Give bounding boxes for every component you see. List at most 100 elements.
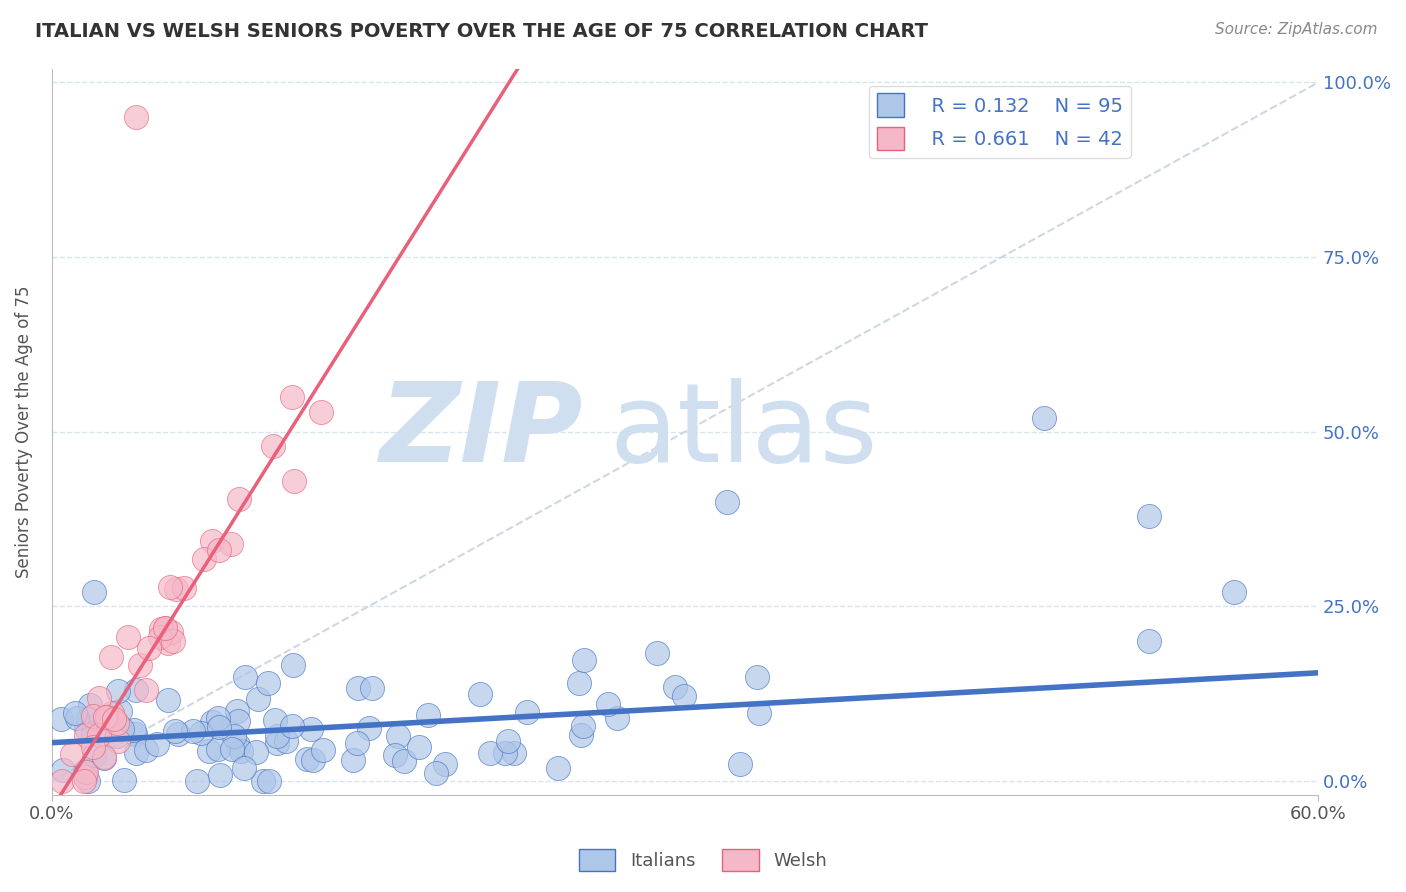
Italians — [361, 681, 384, 696]
Italians — [503, 746, 526, 760]
Italians — [221, 742, 243, 756]
Welsh — [138, 640, 160, 655]
Welsh — [103, 712, 125, 726]
Welsh — [82, 708, 104, 723]
Welsh — [125, 111, 148, 125]
Welsh — [75, 765, 97, 780]
Italians — [1032, 410, 1054, 425]
Italians — [568, 676, 591, 690]
Italians — [105, 729, 128, 743]
Italians — [312, 742, 335, 756]
Italians — [190, 726, 212, 740]
Italians — [392, 755, 415, 769]
Italians — [1137, 634, 1160, 648]
Italians — [107, 684, 129, 698]
Italians — [226, 704, 249, 718]
Welsh — [148, 630, 170, 644]
Italians — [1222, 585, 1244, 599]
Welsh — [128, 657, 150, 672]
Welsh — [208, 543, 231, 558]
Italians — [266, 736, 288, 750]
Italians — [124, 682, 146, 697]
Italians — [245, 745, 267, 759]
Italians — [75, 721, 97, 735]
Welsh — [309, 405, 332, 419]
Italians — [124, 727, 146, 741]
Italians — [156, 693, 179, 707]
Italians — [111, 722, 134, 736]
Italians — [301, 753, 323, 767]
Legend: Italians, Welsh: Italians, Welsh — [572, 842, 834, 879]
Italians — [82, 725, 104, 739]
Italians — [233, 761, 256, 775]
Italians — [416, 708, 439, 723]
Welsh — [107, 733, 129, 747]
Italians — [77, 712, 100, 726]
Italians — [569, 728, 592, 742]
Italians — [283, 657, 305, 672]
Italians — [408, 739, 430, 754]
Welsh — [153, 621, 176, 635]
Italians — [425, 766, 447, 780]
Italians — [433, 757, 456, 772]
Italians — [252, 774, 274, 789]
Welsh — [73, 774, 96, 789]
Welsh — [105, 715, 128, 730]
Italians — [209, 767, 232, 781]
Italians — [181, 723, 204, 738]
Italians — [229, 744, 252, 758]
Italians — [201, 714, 224, 729]
Italians — [259, 774, 281, 789]
Italians — [76, 774, 98, 789]
Italians — [207, 711, 229, 725]
Italians — [247, 692, 270, 706]
Italians — [571, 719, 593, 733]
Italians — [163, 723, 186, 738]
Italians — [347, 681, 370, 695]
Welsh — [193, 552, 215, 566]
Welsh — [281, 391, 304, 405]
Italians — [135, 743, 157, 757]
Italians — [346, 736, 368, 750]
Italians — [83, 747, 105, 762]
Italians — [276, 733, 298, 747]
Welsh — [100, 649, 122, 664]
Welsh — [73, 770, 96, 784]
Italians — [730, 757, 752, 772]
Italians — [264, 713, 287, 727]
Italians — [748, 706, 770, 720]
Italians — [233, 670, 256, 684]
Italians — [207, 742, 229, 756]
Italians — [384, 747, 406, 762]
Italians — [572, 653, 595, 667]
Italians — [73, 764, 96, 778]
Italians — [208, 721, 231, 735]
Italians — [266, 729, 288, 743]
Italians — [281, 719, 304, 733]
Italians — [596, 698, 619, 712]
Italians — [470, 687, 492, 701]
Welsh — [89, 691, 111, 706]
Italians — [342, 753, 364, 767]
Italians — [673, 689, 696, 703]
Welsh — [100, 706, 122, 721]
Welsh — [283, 474, 305, 488]
Italians — [125, 746, 148, 760]
Text: ITALIAN VS WELSH SENIORS POVERTY OVER THE AGE OF 75 CORRELATION CHART: ITALIAN VS WELSH SENIORS POVERTY OVER TH… — [35, 22, 928, 41]
Italians — [83, 585, 105, 599]
Italians — [198, 744, 221, 758]
Italians — [745, 670, 768, 684]
Legend:   R = 0.132    N = 95,   R = 0.661    N = 42: R = 0.132 N = 95, R = 0.661 N = 42 — [869, 86, 1130, 158]
Italians — [93, 751, 115, 765]
Welsh — [82, 739, 104, 754]
Italians — [122, 723, 145, 738]
Welsh — [162, 634, 184, 648]
Welsh — [87, 728, 110, 742]
Italians — [299, 722, 322, 736]
Welsh — [156, 636, 179, 650]
Italians — [63, 706, 86, 720]
Italians — [606, 711, 628, 725]
Italians — [257, 676, 280, 690]
Welsh — [262, 439, 284, 453]
Italians — [387, 729, 409, 743]
